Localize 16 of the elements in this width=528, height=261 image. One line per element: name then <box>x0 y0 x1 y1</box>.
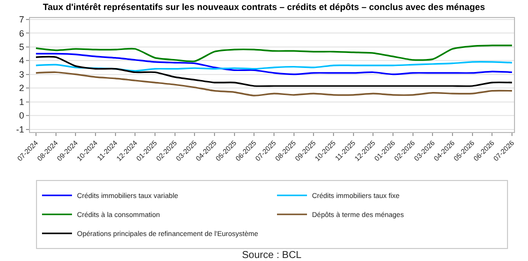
y-tick-label: 4 <box>19 56 24 66</box>
source-note: Source : BCL <box>242 250 302 261</box>
line-series <box>35 52 513 76</box>
y-tick-label: 0 <box>19 110 24 121</box>
y-tick-label: 5 <box>19 42 24 52</box>
y-tick-label: -1 <box>16 124 24 134</box>
y-tick-label: 3 <box>19 69 24 80</box>
y-tick-label: 1 <box>19 96 24 107</box>
line-series <box>35 61 513 72</box>
y-tick-label: 6 <box>19 28 24 38</box>
chart-title: Taux d'intérêt représentatifs sur les nouveaux contrats – crédits et dépôts – conclus avec des ménages <box>42 2 486 12</box>
line-series <box>35 71 513 96</box>
y-tick-label: 2 <box>19 83 24 94</box>
line-series <box>35 56 513 87</box>
line-series <box>35 44 513 62</box>
y-tick-label: 7 <box>19 14 24 25</box>
